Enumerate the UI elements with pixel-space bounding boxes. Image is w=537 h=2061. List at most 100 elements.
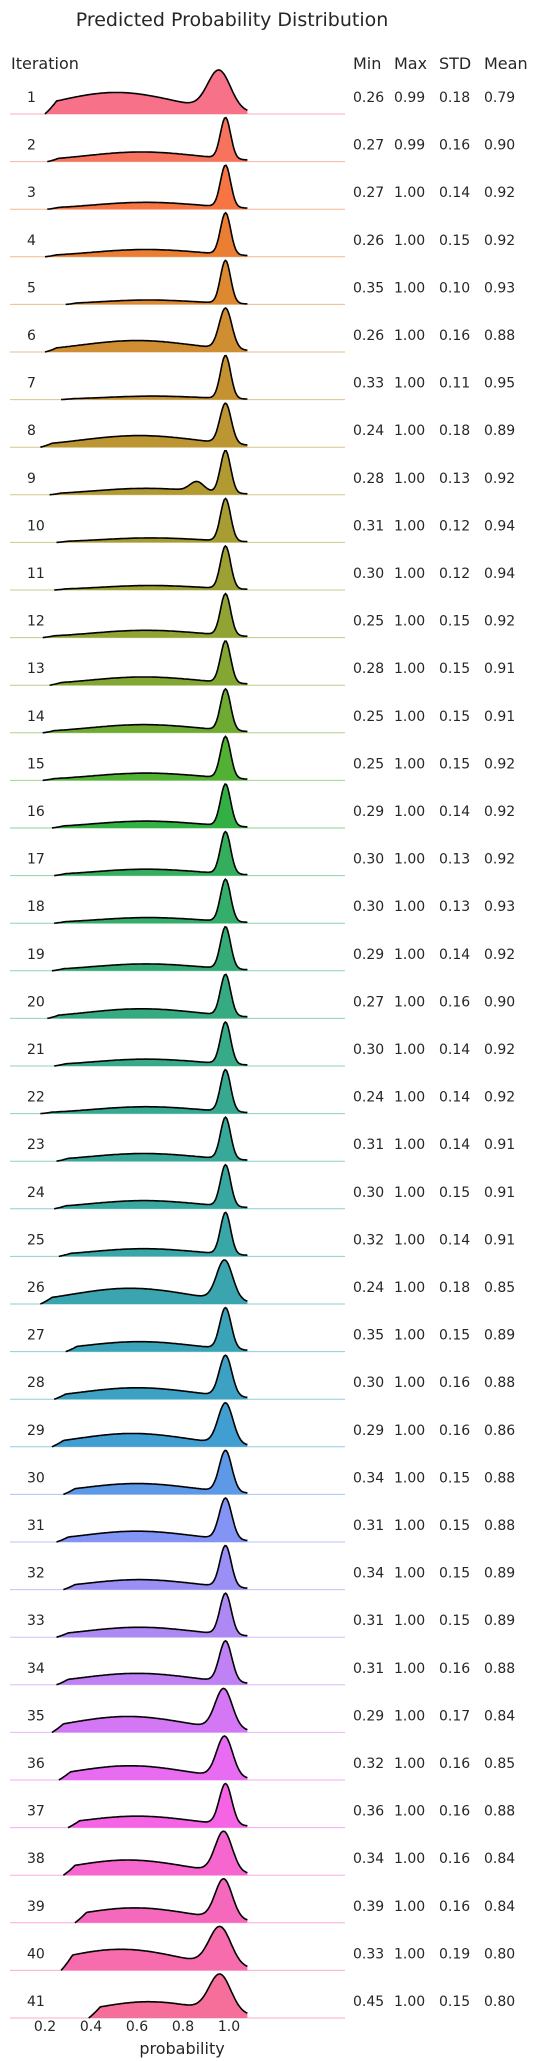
row-29-mean: 0.86 [484,1423,515,1439]
row-34-mean: 0.88 [484,1661,515,1677]
row-7-iteration: 7 [27,376,36,392]
row-3-std: 0.14 [439,185,470,201]
row-39-max: 1.00 [394,1899,425,1915]
row-28-mean: 0.88 [484,1375,515,1391]
row-17-std: 0.13 [439,852,470,868]
row-41-max: 1.00 [394,1994,425,2010]
ridge-outline-29 [51,1401,248,1448]
row-7-std: 0.11 [439,376,470,392]
row-28-max: 1.00 [394,1375,425,1391]
row-30-std: 0.15 [439,1470,470,1486]
ridge-fill-41 [88,1974,248,2018]
header-mean: Mean [484,54,528,73]
row-33-iteration: 33 [27,1613,45,1629]
row-1-mean: 0.79 [484,90,515,106]
row-32-max: 1.00 [394,1566,425,1582]
row-21-mean: 0.92 [484,1042,515,1058]
x-tick-label: 0.8 [172,2019,194,2035]
row-13-iteration: 13 [27,661,45,677]
row-9-std: 0.13 [439,471,470,487]
row-10-std: 0.12 [439,518,470,534]
ridge-fill-13 [49,641,248,686]
row-19-max: 1.00 [394,947,425,963]
row-31-mean: 0.88 [484,1518,515,1534]
ridge-outline-37 [67,1782,248,1829]
row-37-std: 0.16 [439,1804,470,1820]
row-9-min: 0.28 [353,471,384,487]
row-38-max: 1.00 [394,1851,425,1867]
row-12-min: 0.25 [353,614,384,630]
row-9-max: 1.00 [394,471,425,487]
ridge-outline-3 [47,164,248,210]
row-30-mean: 0.88 [484,1470,515,1486]
row-24-iteration: 24 [27,1185,45,1201]
row-38-std: 0.16 [439,1851,470,1867]
ridge-outline-24 [54,1163,248,1210]
row-10-iteration: 10 [27,518,45,534]
row-22-min: 0.24 [353,1090,384,1106]
header-std: STD [439,54,471,73]
row-25-std: 0.14 [439,1232,470,1248]
ridge-outline-13 [49,640,248,686]
ridge-fill-23 [56,1117,248,1162]
ridge-fill-26 [40,1260,248,1304]
row-24-min: 0.30 [353,1185,384,1201]
row-26-mean: 0.85 [484,1280,515,1296]
row-39-std: 0.16 [439,1899,470,1915]
row-29-min: 0.29 [353,1423,384,1439]
ridge-fill-35 [51,1688,248,1733]
row-20-max: 1.00 [394,994,425,1010]
row-11-iteration: 11 [27,566,45,582]
row-6-mean: 0.88 [484,328,515,344]
row-33-mean: 0.89 [484,1613,515,1629]
ridge-outline-39 [74,1877,248,1924]
row-18-max: 1.00 [394,899,425,915]
row-28-iteration: 28 [27,1375,45,1391]
ridge-fill-25 [58,1212,248,1257]
row-4-mean: 0.92 [484,233,515,249]
ridge-outline-18 [54,878,248,924]
ridge-outline-32 [63,1544,248,1591]
row-22-max: 1.00 [394,1090,425,1106]
row-33-min: 0.31 [353,1613,384,1629]
ridge-outline-26 [40,1259,248,1305]
row-3-min: 0.27 [353,185,384,201]
row-31-min: 0.31 [353,1518,384,1534]
ridge-outline-40 [60,1925,248,1971]
row-36-mean: 0.85 [484,1756,515,1772]
ridge-outline-41 [88,1973,248,2019]
row-10-mean: 0.94 [484,518,515,534]
row-13-max: 1.00 [394,661,425,677]
row-10-max: 1.00 [394,518,425,534]
row-12-max: 1.00 [394,614,425,630]
ridge-outline-28 [53,1354,248,1400]
row-11-mean: 0.94 [484,566,515,582]
row-37-iteration: 37 [27,1804,45,1820]
row-3-max: 1.00 [394,185,425,201]
row-8-std: 0.18 [439,423,470,439]
ridge-outline-10 [56,497,248,544]
row-22-std: 0.14 [439,1090,470,1106]
row-18-std: 0.13 [439,899,470,915]
row-26-max: 1.00 [394,1280,425,1296]
row-6-std: 0.16 [439,328,470,344]
row-2-max: 0.99 [394,138,425,154]
row-36-max: 1.00 [394,1756,425,1772]
row-21-iteration: 21 [27,1042,45,1058]
ridge-outline-30 [63,1449,248,1496]
ridge-outline-25 [58,1211,248,1258]
x-tick-label: 0.6 [126,2019,148,2035]
row-3-mean: 0.92 [484,185,515,201]
row-11-max: 1.00 [394,566,425,582]
row-30-iteration: 30 [27,1470,45,1486]
row-31-max: 1.00 [394,1518,425,1534]
row-7-min: 0.33 [353,376,384,392]
row-30-min: 0.34 [353,1470,384,1486]
row-41-min: 0.45 [353,1994,384,2010]
row-39-iteration: 39 [27,1899,45,1915]
row-14-iteration: 14 [27,709,45,725]
ridge-outline-14 [42,687,248,734]
row-3-iteration: 3 [27,185,36,201]
row-16-iteration: 16 [27,804,45,820]
row-14-mean: 0.91 [484,709,515,725]
